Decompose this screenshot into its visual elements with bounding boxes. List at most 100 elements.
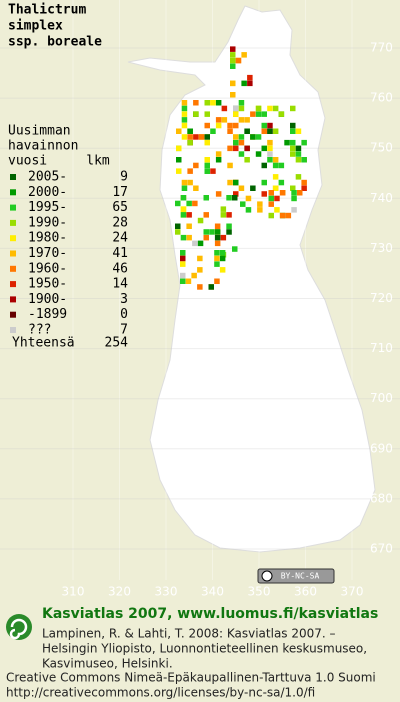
legend-header: havainnon: [8, 139, 78, 154]
record-square: [227, 122, 233, 129]
y-tick-label: 770: [370, 41, 393, 55]
record-square: [192, 200, 198, 207]
record-square: [204, 157, 210, 163]
x-tick-label: 340: [201, 585, 224, 599]
record-square: [221, 105, 228, 112]
y-tick-label: 720: [370, 291, 393, 305]
record-square: [272, 185, 279, 191]
legend-header: vuosi lkm: [8, 154, 110, 169]
record-square: [181, 100, 188, 106]
record-square: [255, 151, 262, 157]
legend-label: 2005-: [28, 170, 67, 185]
record-square: [233, 111, 239, 117]
legend-swatch: [10, 250, 16, 257]
record-square: [290, 139, 296, 146]
record-square: [247, 74, 253, 81]
record-square: [279, 212, 286, 219]
record-square: [197, 267, 203, 273]
record-square: [233, 179, 239, 186]
record-square: [233, 139, 239, 146]
record-square: [268, 201, 274, 207]
record-square: [198, 134, 205, 140]
record-square: [267, 151, 273, 157]
record-square: [241, 80, 247, 87]
total-label: Yhteensä: [12, 336, 75, 351]
record-square: [180, 278, 186, 284]
x-tick-label: 360: [294, 585, 317, 599]
record-square: [235, 57, 242, 64]
record-square: [203, 234, 209, 241]
record-square: [215, 151, 222, 157]
record-square: [214, 223, 221, 229]
record-square: [193, 100, 199, 106]
y-tick-label: 710: [370, 341, 393, 355]
record-square: [187, 139, 193, 146]
record-square: [233, 191, 239, 197]
record-square: [175, 229, 181, 235]
record-square: [290, 122, 296, 129]
record-square: [267, 128, 273, 134]
license-line: http://creativecommons.org/licenses/by-n…: [6, 686, 315, 700]
legend-header: Uusimman: [8, 124, 71, 139]
record-square: [244, 157, 250, 163]
record-square: [181, 117, 188, 123]
record-square: [187, 128, 193, 134]
x-tick-label: 330: [155, 585, 178, 599]
record-square: [180, 195, 187, 201]
record-square: [241, 52, 247, 58]
record-square: [233, 105, 239, 112]
record-square: [261, 122, 267, 129]
record-square: [204, 162, 210, 169]
legend-label: 2000-: [28, 185, 67, 200]
record-square: [255, 111, 262, 117]
record-square: [193, 162, 199, 169]
x-tick-label: 310: [62, 585, 85, 599]
x-tick-label: 320: [108, 585, 131, 599]
record-square: [250, 134, 256, 140]
record-square: [261, 145, 267, 152]
record-square: [181, 105, 188, 112]
record-square: [180, 234, 187, 241]
y-tick-label: 740: [370, 191, 393, 205]
record-square: [210, 168, 216, 174]
record-square: [181, 134, 188, 140]
record-square: [214, 234, 221, 241]
record-square: [233, 134, 239, 140]
coordinate-grid: [0, 0, 400, 580]
record-square: [255, 105, 262, 112]
record-square: [267, 105, 273, 112]
record-square: [291, 195, 297, 202]
record-square: [180, 255, 186, 262]
record-square: [261, 128, 267, 134]
legend-swatch: [10, 327, 16, 333]
legend-swatch: [10, 235, 16, 242]
legend-swatch: [10, 189, 16, 196]
record-square: [261, 179, 267, 186]
record-square: [226, 223, 232, 229]
legend-swatch: [10, 174, 16, 180]
record-square: [219, 255, 226, 262]
citation-line: Helsingin Yliopisto, Luonnontieteellinen…: [42, 642, 367, 656]
record-square: [203, 229, 209, 235]
legend-swatch: [10, 204, 16, 211]
logo: [6, 614, 32, 640]
record-square: [274, 207, 280, 213]
species-name: ssp. boreale: [8, 35, 102, 50]
record-square: [214, 229, 221, 235]
record-square: [232, 246, 238, 252]
record-square: [214, 261, 220, 267]
legend-count: 46: [112, 261, 128, 276]
record-square: [267, 157, 273, 163]
record-square: [291, 207, 297, 213]
record-square: [238, 139, 245, 146]
logo-spiral: [9, 618, 28, 640]
legend-count: 24: [112, 231, 128, 246]
record-square: [220, 206, 227, 212]
legend-count: 28: [112, 215, 128, 230]
record-square: [181, 122, 188, 129]
total-count: 254: [105, 336, 129, 351]
record-square: [250, 111, 256, 117]
record-square: [197, 240, 204, 247]
record-square: [278, 111, 285, 117]
